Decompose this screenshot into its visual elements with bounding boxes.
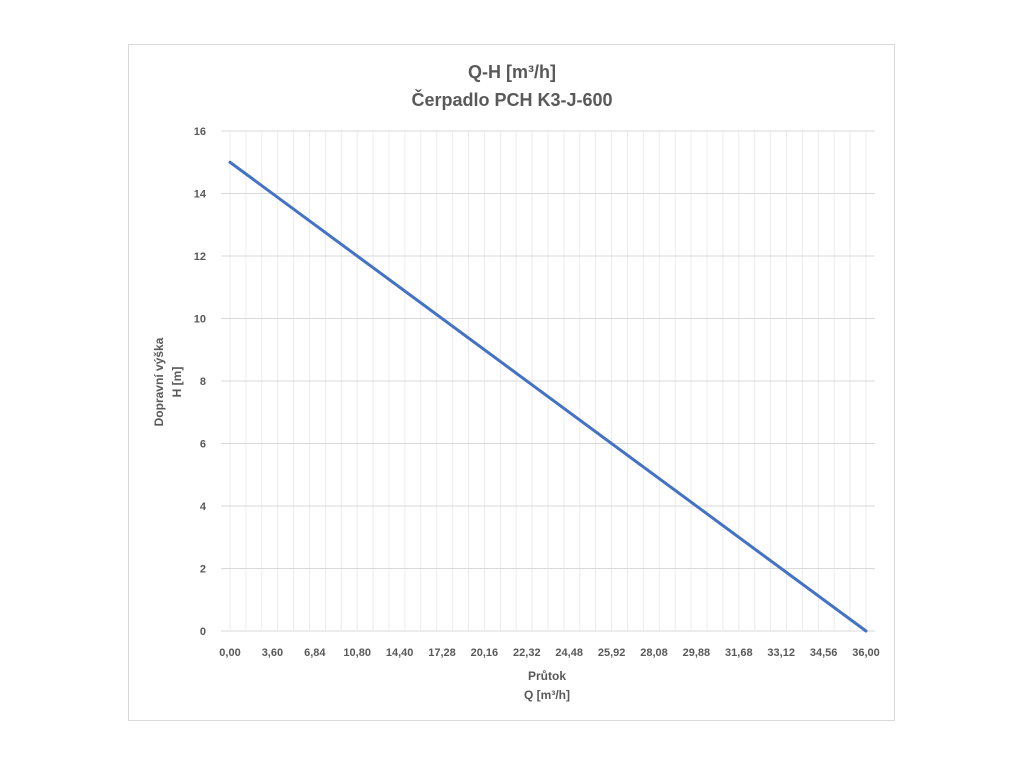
chart-frame: 0 2 4 6 8 10 12 14 16 0,00 3,60 6,84 10,80 14,40 17,2…: [128, 44, 895, 721]
y-tick-labels: 0 2 4 6 8 10 12 14 16: [194, 126, 207, 638]
x-tick-label: 10,80: [343, 647, 371, 659]
x-tick-label: 29,88: [683, 647, 711, 659]
x-tick-label: 14,40: [386, 647, 414, 659]
y-tick-label: 16: [194, 126, 206, 138]
x-tick-label: 31,68: [725, 647, 753, 659]
x-tick-label: 3,60: [262, 647, 283, 659]
x-tick-label: 22,32: [513, 647, 541, 659]
x-tick-label: 28,08: [640, 647, 668, 659]
x-tick-label: 0,00: [219, 647, 240, 659]
x-tick-label: 25,92: [598, 647, 626, 659]
x-tick-label: 34,56: [810, 647, 838, 659]
y-axis-unit-label: H [m]: [170, 367, 184, 398]
x-tick-labels: 0,00 3,60 6,84 10,80 14,40 17,28 20,16 22,32 24,…: [219, 647, 879, 659]
chart-subtitle: Čerpadlo PCH K3-J-600: [411, 89, 612, 110]
x-axis-unit-label: Q [m³/h]: [524, 688, 570, 702]
y-tick-label: 4: [200, 501, 207, 513]
y-tick-label: 10: [194, 314, 206, 326]
series-line: [228, 160, 868, 633]
x-tick-label: 6,84: [304, 647, 326, 659]
x-tick-label: 36,00: [852, 647, 880, 659]
y-axis-label: Dopravní výška: [152, 337, 166, 426]
y-tick-label: 0: [200, 626, 206, 638]
x-tick-label: 20,16: [471, 647, 499, 659]
x-tick-label: 33,12: [767, 647, 795, 659]
y-tick-label: 2: [200, 564, 206, 576]
y-tick-label: 8: [200, 376, 206, 388]
horizontal-gridlines: [221, 130, 875, 569]
x-tick-label: 17,28: [428, 647, 456, 659]
y-tick-label: 6: [200, 439, 206, 451]
series-layer: [228, 160, 868, 633]
qh-chart: 0 2 4 6 8 10 12 14 16 0,00 3,60 6,84 10,80 14,40 17,2…: [152, 62, 880, 702]
y-tick-label: 12: [194, 251, 206, 263]
chart-title: Q-H [m³/h]: [468, 62, 556, 82]
y-tick-label: 14: [194, 189, 207, 201]
x-axis-label: Průtok: [528, 669, 566, 683]
x-tick-label: 24,48: [555, 647, 583, 659]
